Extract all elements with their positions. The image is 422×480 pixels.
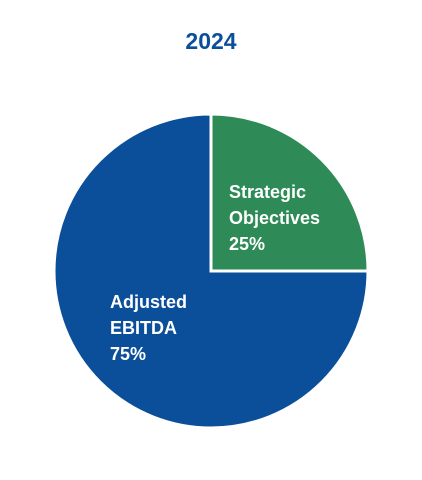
slice-category-label: Adjusted EBITDA <box>110 292 187 338</box>
slice-category-label: Strategic Objectives <box>229 182 320 228</box>
chart-title: 2024 <box>185 28 236 54</box>
slice-value-label: 75% <box>110 344 146 364</box>
pie-slice <box>52 112 370 430</box>
pie-slice <box>209 112 370 273</box>
slice-value-label: 25% <box>229 234 265 254</box>
